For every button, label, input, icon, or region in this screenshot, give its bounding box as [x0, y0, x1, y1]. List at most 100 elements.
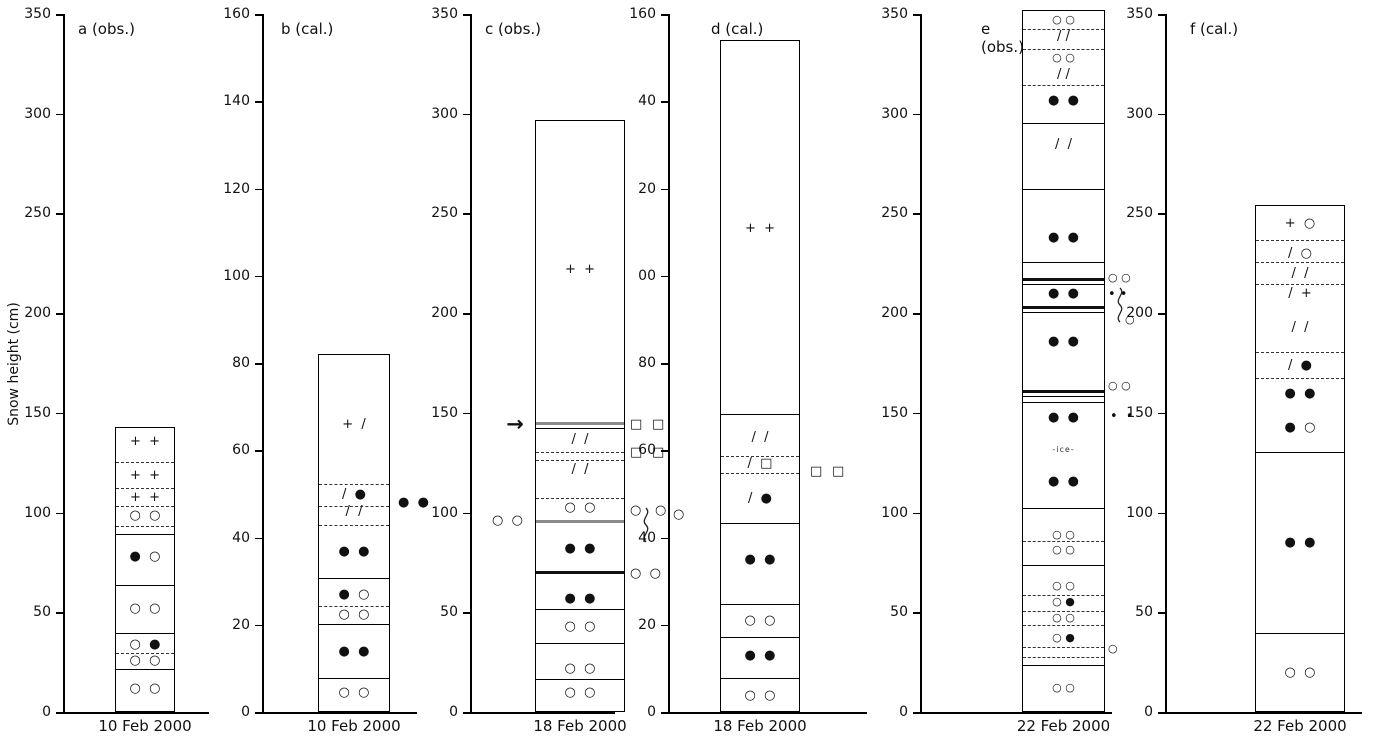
layer-boundary: [116, 633, 174, 635]
layer-boundary: [319, 606, 389, 608]
layer-symbols: ● ○: [338, 587, 370, 603]
panel-e: 0 50 100 150 200 250 300 350 ○ ○ / / ○ ○ / / ● ● / / ●…: [875, 4, 1134, 735]
layer-boundary: [1023, 395, 1104, 397]
layer-symbols: ● ●: [744, 648, 776, 664]
tick-label: 0: [241, 704, 250, 720]
layer-boundary: [721, 636, 799, 638]
plot-area-d: 0 20 40 60 80 00 20 40 160 + + / / / □ / ● ● ● ○ ○ ● ● ○…: [623, 6, 875, 735]
tick-label: 300: [431, 105, 458, 122]
tick-label: 150: [24, 404, 51, 421]
tick-mark: [255, 363, 263, 365]
y-axis: [920, 14, 922, 713]
layer-boundary: [721, 678, 799, 680]
layer-boundary: [721, 455, 799, 457]
layer-symbols: ○ ○: [564, 685, 596, 701]
tick-mark: [661, 14, 669, 16]
layer-boundary: [1023, 401, 1104, 403]
layer-symbols: ● ●: [1048, 409, 1079, 425]
x-axis: [262, 712, 417, 714]
tick-mark: [1158, 313, 1166, 315]
annotation-symbols: ○: [673, 506, 685, 522]
annotation-symbols: ○ ○: [492, 512, 523, 528]
tick-mark: [255, 275, 263, 278]
annotation-symbols: ● ●: [398, 494, 429, 510]
tick-label: 350: [881, 6, 908, 22]
tick-mark: [255, 712, 263, 714]
tick-mark: [661, 188, 669, 190]
layer-boundary: [536, 643, 624, 645]
tick-mark: [255, 537, 263, 539]
layer-symbols: ○ ○: [129, 681, 161, 697]
tick-mark: [255, 624, 263, 627]
tick-mark: [913, 313, 921, 315]
tick-label: 100: [881, 504, 908, 521]
tick-label: 250: [881, 205, 908, 222]
tick-mark: [56, 412, 64, 415]
layer-symbols: / /: [1057, 66, 1070, 82]
layer-boundary: [1023, 507, 1104, 509]
tick-mark: [913, 213, 921, 215]
tick-label: 0: [1144, 704, 1153, 720]
annotation-symbols: ○: [1125, 313, 1135, 327]
panel-f: 0 50 100 150 200 250 300 350 + ○ / ○ / / / + / / / ● ●…: [1120, 4, 1370, 735]
layer-boundary: [1023, 647, 1104, 649]
layer-symbols: ○ ●: [129, 637, 161, 653]
tick-mark: [56, 113, 64, 116]
tick-mark: [56, 14, 64, 16]
annotation-symbols: □: [630, 444, 643, 460]
tick-label: 20: [638, 616, 656, 633]
tick-mark: [913, 612, 921, 614]
layer-symbols: ● ●: [1284, 535, 1316, 551]
layer-symbols: ● ●: [1048, 473, 1079, 489]
layer-symbols: ● ●: [338, 643, 370, 659]
layer-boundary: [1023, 595, 1104, 597]
panels-container: 0 50 100 150 200 250 300 350 + + + + + + ○ ○ ● ○ ○ ○ ○…: [18, 4, 1370, 735]
layer-boundary: [1023, 625, 1104, 627]
tick-label: 150: [431, 404, 458, 421]
tick-mark: [1158, 612, 1166, 614]
snow-column: + + + + + + ○ ○ ● ○ ○ ○ ○ ● ○ ○ ○ ○: [115, 426, 175, 712]
annotation-symbols: • •: [1110, 408, 1134, 424]
panel-d: 0 20 40 60 80 00 20 40 160 + + / / / □ / ● ● ● ○ ○ ● ● ○…: [623, 4, 875, 735]
layer-boundary: [116, 585, 174, 587]
snow-column: + / / ● / / ● ● ● ○ ○ ○ ● ● ○ ○: [318, 354, 390, 712]
layer-symbols: ○ ○: [1052, 579, 1075, 593]
layer-symbols: / /: [1057, 28, 1070, 44]
tick-label: 100: [24, 504, 51, 521]
tick-mark: [463, 612, 471, 614]
tick-mark: [56, 313, 64, 315]
layer-symbols: ● ●: [564, 591, 596, 607]
layer-boundary: [536, 679, 624, 681]
plot-area-f: 0 50 100 150 200 250 300 350 + ○ / ○ / / / + / / / ● ●…: [1120, 6, 1370, 735]
tick-mark: [1158, 14, 1166, 16]
layer-symbols: ● ●: [564, 541, 596, 557]
layer-boundary: [1023, 188, 1104, 190]
layer-symbols: ○ ○: [1052, 681, 1075, 695]
tick-mark: [255, 450, 263, 452]
tick-label: 00: [638, 267, 656, 284]
tick-label: 160: [629, 6, 656, 22]
x-axis: [470, 712, 615, 714]
tick-label: 100: [223, 267, 250, 284]
layer-boundary: [1256, 262, 1344, 264]
tick-mark: [1158, 712, 1166, 714]
annotation-symbols: □: [652, 444, 665, 460]
layer-boundary: [1023, 611, 1104, 613]
layer-symbols: ○ ○: [1052, 50, 1075, 64]
layer-symbols: + +: [744, 220, 776, 236]
layer-boundary: [116, 487, 174, 489]
squiggle-icon: [643, 507, 649, 542]
layer-boundary: [116, 461, 174, 463]
snow-column: ○ ○ / / ○ ○ / / ● ● / / ● ● ● ● ● ● ● ● -ice- ● ● ○ …: [1022, 10, 1105, 712]
layer-boundary: [1256, 377, 1344, 379]
tick-label: 0: [647, 704, 656, 720]
layer-symbols: / /: [1291, 266, 1309, 282]
tick-mark: [913, 512, 921, 515]
layer-symbols: / /: [571, 431, 589, 447]
layer-boundary: [319, 525, 389, 527]
layer-boundary: [1256, 284, 1344, 286]
layer-boundary: [536, 497, 624, 499]
tick-label: 0: [899, 704, 908, 720]
tick-mark: [463, 213, 471, 215]
annotation-symbols: ○ ○: [1108, 378, 1131, 392]
